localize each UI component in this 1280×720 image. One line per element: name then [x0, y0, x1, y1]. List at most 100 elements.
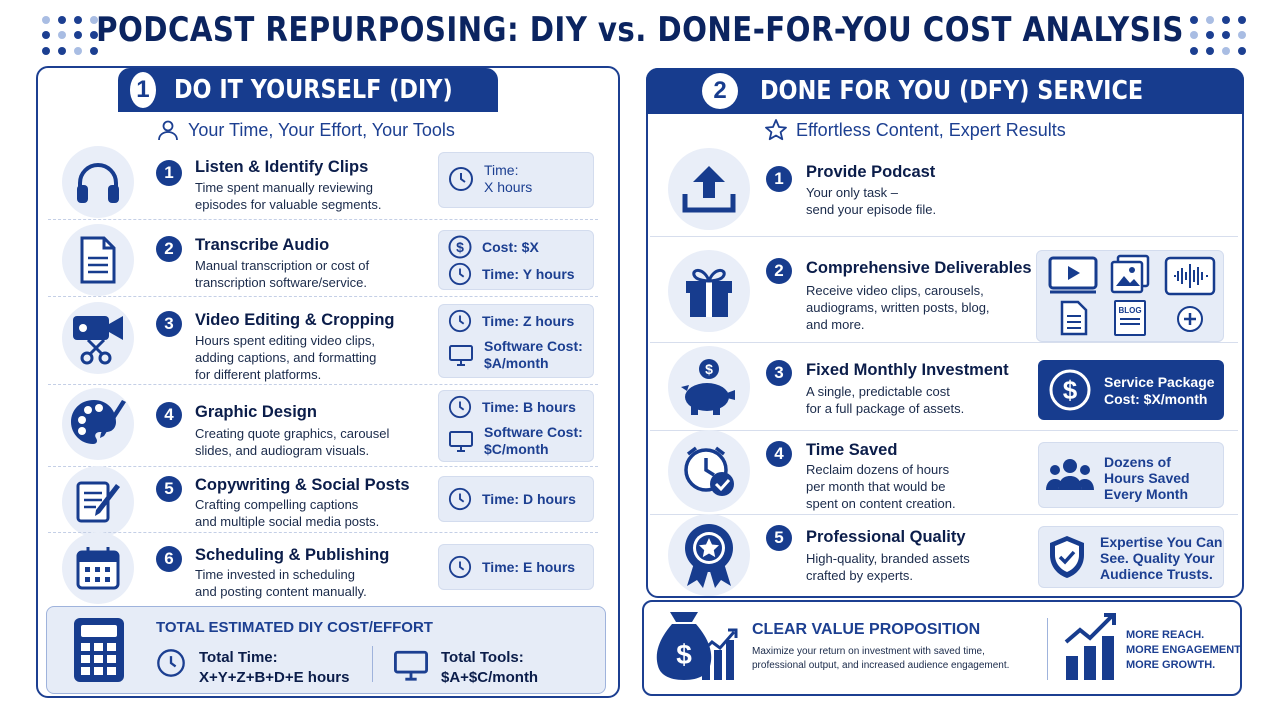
user-icon	[158, 120, 178, 141]
desc-line: per month that would be	[806, 479, 946, 494]
diy-step-2-cost-box	[438, 230, 594, 290]
desc-line: spent on content creation.	[806, 496, 956, 511]
diy-step-2-desc: Manual transcription or cost of transcrip…	[195, 257, 369, 291]
desc-line: and posting content manually.	[195, 584, 367, 599]
diy-total-time: Total Time: X+Y+Z+B+D+E hours	[199, 648, 349, 688]
total-time-value: X+Y+Z+B+D+E hours	[199, 669, 350, 686]
saved-line: Dozens of	[1104, 454, 1171, 470]
diy-subtitle: Your Time, Your Effort, Your Tools	[156, 118, 455, 142]
decorative-dots-right	[1190, 16, 1246, 56]
divider	[48, 466, 598, 467]
dfy-step-5-desc: High-quality, branded assets crafted by e…	[806, 550, 970, 584]
desc-line: Time invested in scheduling	[195, 567, 355, 582]
clock-icon	[449, 167, 473, 191]
divider	[48, 532, 598, 533]
service-package-text: Service Package Cost: $X/month	[1104, 374, 1215, 408]
diy-step-5-title: Copywriting & Social Posts	[195, 476, 410, 494]
desc-line: crafted by experts.	[806, 568, 913, 583]
desc-line: Receive video clips, carousels,	[806, 283, 984, 298]
diy-header-number: 1	[130, 72, 156, 108]
diy-step-3-number: 3	[156, 311, 182, 337]
growth-text: MORE REACH. MORE ENGAGEMENT. MORE GROWTH…	[1126, 628, 1243, 673]
quality-line: See. Quality Your	[1100, 550, 1215, 566]
dfy-step-1-title: Provide Podcast	[806, 163, 936, 181]
desc-line: audiograms, written posts, blog,	[806, 300, 990, 315]
calendar-icon	[62, 532, 134, 604]
diy-step-6-cost-box	[438, 544, 594, 590]
divider	[372, 646, 373, 682]
software-line: Software Cost: $C/month	[448, 424, 583, 458]
clock-icon	[448, 555, 472, 579]
clock-icon	[448, 487, 472, 511]
desc-line: Reclaim dozens of hours	[806, 462, 950, 477]
value-proposition-box	[642, 600, 1242, 696]
svg-text:$: $	[676, 639, 692, 670]
total-tools-value: $A+$C/month	[441, 669, 539, 686]
box-label: Time: E hours	[482, 558, 576, 575]
quality-line: Audience Trusts.	[1100, 566, 1213, 582]
box-label: Software Cost:	[484, 424, 583, 440]
diy-step-5-cost-box	[438, 476, 594, 522]
award-icon	[668, 514, 750, 596]
diy-step-6-desc: Time invested in scheduling and posting c…	[195, 566, 367, 600]
desc-line: Your only task –	[806, 185, 899, 200]
time-line: Time: X hours	[448, 162, 532, 196]
box-label: Time: B hours	[482, 398, 576, 415]
diy-step-2-number: 2	[156, 236, 182, 262]
pencil-note-icon	[62, 466, 134, 538]
diy-step-5-desc: Crafting compelling captions and multiple…	[195, 496, 379, 530]
box-label: Time: D hours	[482, 490, 576, 507]
video-player-icon	[1048, 256, 1098, 301]
clock-check-icon	[668, 430, 750, 512]
monitor-icon	[392, 648, 430, 687]
dollar-icon: $	[1048, 368, 1092, 417]
audiogram-icon	[1164, 256, 1216, 301]
dollar-icon: $	[448, 235, 472, 259]
growth-line: MORE REACH.	[1126, 629, 1205, 641]
dfy-step-4-title: Time Saved	[806, 441, 898, 459]
diy-step-3-desc: Hours spent editing video clips, adding c…	[195, 332, 376, 383]
divider	[1047, 618, 1048, 680]
desc-line: Creating quote graphics, carousel	[195, 426, 390, 441]
package-label: Service Package	[1104, 374, 1215, 390]
desc-line: Manual transcription or cost of	[195, 258, 370, 273]
desc-line: episodes for valuable segments.	[195, 197, 382, 212]
monitor-icon	[449, 345, 473, 366]
desc-line: High-quality, branded assets	[806, 551, 970, 566]
diy-step-1-title: Listen & Identify Clips	[195, 158, 369, 176]
software-line: Software Cost: $A/month	[448, 338, 583, 372]
document-icon	[62, 224, 134, 296]
dfy-step-1-number: 1	[766, 166, 792, 192]
diy-step-1-desc: Time spent manually reviewing episodes fo…	[195, 179, 381, 213]
dfy-step-4-number: 4	[766, 441, 792, 467]
time-line: Time: D hours	[448, 487, 576, 511]
diy-subtitle-text: Your Time, Your Effort, Your Tools	[188, 119, 455, 140]
divider	[48, 219, 598, 220]
desc-line: send your episode file.	[806, 202, 937, 217]
diy-step-4-desc: Creating quote graphics, carousel slides,…	[195, 425, 389, 459]
time-line: Time: Z hours	[448, 309, 574, 333]
diy-total-tools: Total Tools: $A+$C/month	[441, 648, 538, 688]
dfy-header: 2 DONE FOR YOU (DFY) SERVICE	[646, 68, 1244, 114]
diy-step-2-title: Transcribe Audio	[195, 236, 330, 254]
plus-icon[interactable]	[1176, 305, 1204, 338]
desc-line: slides, and audiogram visuals.	[195, 443, 370, 458]
clock-icon	[448, 395, 472, 419]
dfy-step-2-desc: Receive video clips, carousels, audiogram…	[806, 282, 990, 333]
desc-line: Time spent manually reviewing	[195, 180, 373, 195]
quality-box	[1038, 526, 1224, 588]
value-heading: CLEAR VALUE PROPOSITION	[752, 621, 981, 638]
cost-line: $ Cost: $X	[448, 235, 539, 259]
diy-step-5-number: 5	[156, 476, 182, 502]
time-line: Time: B hours	[448, 395, 576, 419]
svg-text:$: $	[456, 239, 464, 255]
value-desc-line: Maximize your return on investment with …	[752, 646, 985, 657]
value-desc-line: professional output, and increased audie…	[752, 660, 1010, 671]
svg-text:$: $	[1063, 375, 1078, 405]
quality-line: Expertise You Can	[1100, 534, 1223, 550]
dfy-step-5-title: Professional Quality	[806, 528, 966, 546]
value-desc: Maximize your return on investment with …	[752, 645, 1009, 673]
diy-total-box	[46, 606, 606, 694]
hours-saved-text: Dozens of Hours Saved Every Month	[1104, 454, 1190, 502]
divider	[650, 514, 1238, 515]
